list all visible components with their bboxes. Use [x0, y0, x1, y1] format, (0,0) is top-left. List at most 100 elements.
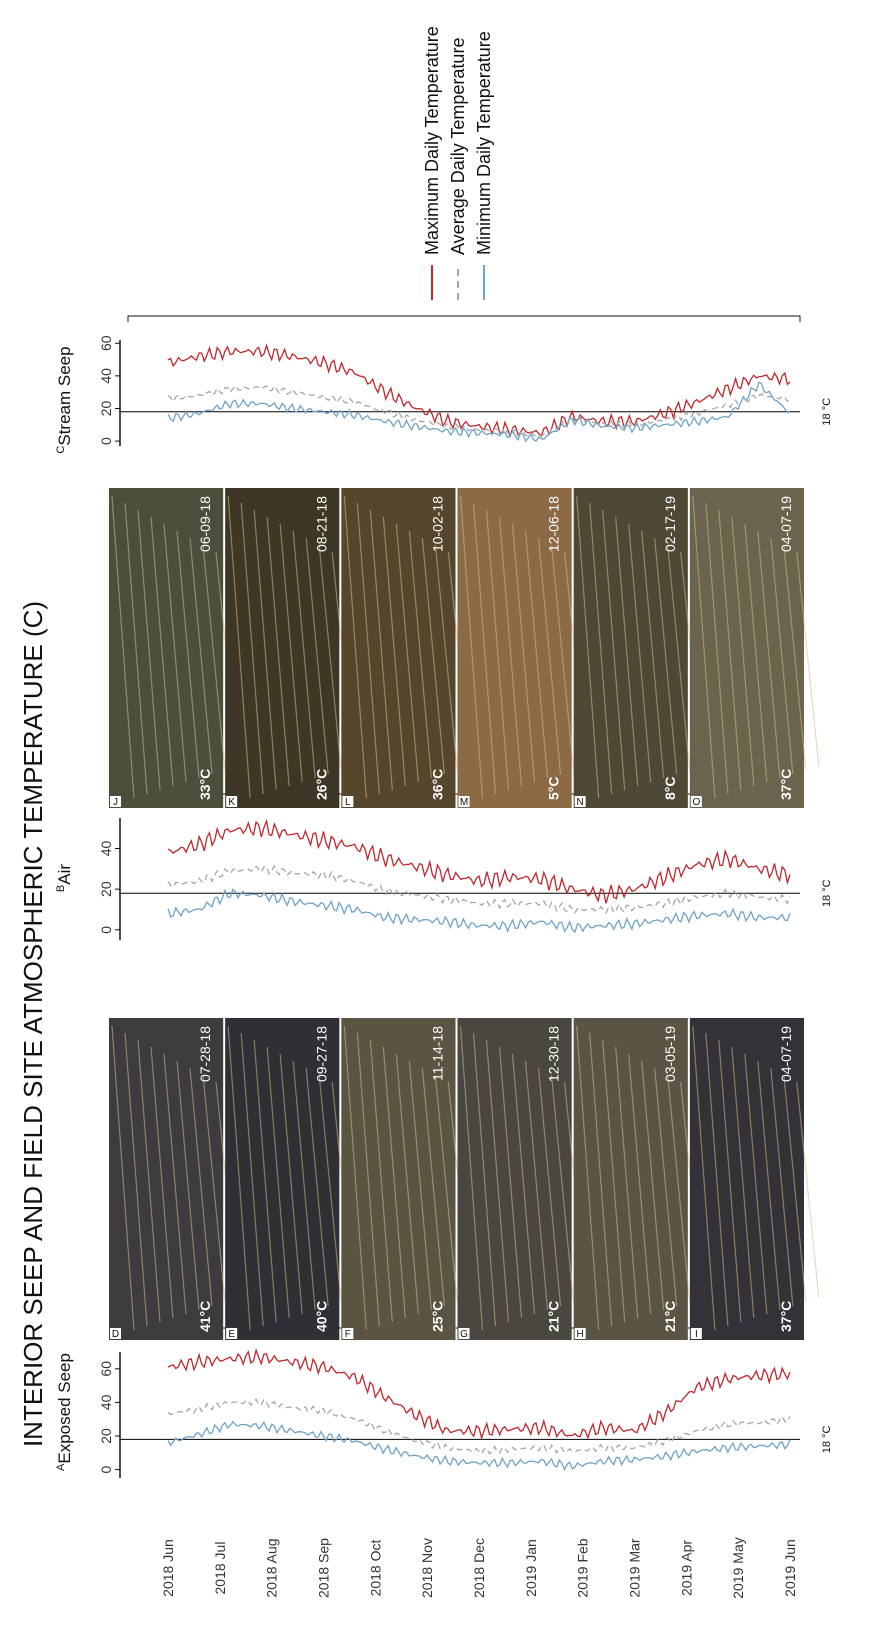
- photo-temperature: 40°C: [313, 1301, 329, 1332]
- y-tick-label: 0: [98, 926, 114, 934]
- panel-c-chart: 0 20 40 60 18 °C CStream Seep: [55, 315, 833, 454]
- photo-date: 12-06-18: [546, 496, 562, 552]
- photo-texture: [498, 516, 523, 787]
- photo-texture: [305, 1067, 329, 1307]
- panel-a-chart: 0 20 40 60 18 °C AExposed Seep: [55, 1327, 833, 1478]
- photo-letter: I: [695, 1329, 698, 1340]
- photo-texture: [189, 1067, 213, 1307]
- series-line-max: [167, 343, 791, 439]
- photo-texture: [305, 537, 329, 775]
- y-tick-label: 40: [98, 841, 114, 857]
- photo-letter-box: [690, 796, 702, 807]
- panel-title: AExposed Seep: [55, 1353, 74, 1471]
- photo-temperature: 25°C: [430, 1301, 446, 1332]
- series-line-max: [167, 1347, 791, 1441]
- photo-date: 06-09-18: [197, 496, 213, 552]
- photo-texture: [692, 1025, 716, 1331]
- photo-texture: [137, 509, 161, 791]
- photo-texture: [459, 495, 484, 799]
- photo-texture: [524, 530, 549, 779]
- photo-texture: [692, 495, 716, 799]
- photo-letter: E: [228, 1329, 235, 1340]
- photo-texture: [356, 1032, 380, 1327]
- photo-exposed-h: H 03-05-19 21°C: [573, 1018, 704, 1340]
- photo-texture: [641, 530, 665, 779]
- photo-texture: [395, 1053, 419, 1315]
- photo-stream-k: K 08-21-18 26°C: [225, 488, 355, 808]
- photo-texture: [705, 502, 729, 795]
- photo-letter: K: [228, 797, 235, 808]
- photo-texture: [615, 516, 639, 787]
- photo-exposed-f: F 11-14-18 25°C: [341, 1018, 471, 1340]
- photo-texture: [176, 530, 200, 779]
- panel-b-chart: 0 20 40 18 °C BAir: [55, 793, 833, 940]
- photo-texture: [576, 495, 600, 799]
- panel-letter: A: [55, 1463, 67, 1471]
- photo-date: 12-30-18: [546, 1026, 562, 1082]
- month-label: 2019 Feb: [575, 1538, 591, 1597]
- y-tick-label: 60: [98, 335, 114, 351]
- photo-texture: [150, 516, 174, 787]
- photo-texture: [279, 1053, 303, 1315]
- photo-texture: [654, 537, 678, 775]
- photo-texture: [667, 544, 691, 771]
- photo-texture: [744, 523, 768, 783]
- photo-letter: M: [460, 797, 468, 808]
- photo-date: 11-14-18: [430, 1026, 446, 1081]
- month-label: 2018 Jun: [160, 1539, 176, 1597]
- photo-texture: [318, 544, 342, 771]
- photo-letter-box: [110, 1328, 121, 1339]
- panel-title-text: Exposed Seep: [55, 1353, 74, 1464]
- photo-texture: [731, 516, 755, 787]
- photo-texture: [227, 495, 251, 799]
- y-tick-label: 40: [98, 368, 114, 384]
- photo-texture: [240, 1032, 264, 1327]
- photo-stream-l: L 10-02-18 36°C: [341, 488, 471, 808]
- photo-letter-box: [458, 1328, 470, 1339]
- photo-date: 07-28-18: [197, 1026, 213, 1082]
- photo-texture: [382, 1046, 406, 1319]
- photo-texture: [705, 1032, 729, 1327]
- photo-letter: F: [345, 1329, 351, 1340]
- photo-texture: [537, 1067, 562, 1307]
- legend-label: Minimum Daily Temperature: [474, 31, 494, 255]
- photo-texture: [485, 1039, 510, 1323]
- photo-texture: [744, 1053, 768, 1315]
- photo-stream-m: M 12-06-18 5°C: [457, 488, 588, 808]
- photo-letter-box: [226, 1328, 238, 1339]
- photo-texture: [266, 516, 290, 787]
- month-label: 2018 Dec: [471, 1538, 487, 1598]
- photo-letter: D: [112, 1329, 119, 1340]
- photo-temperature: 36°C: [430, 769, 446, 800]
- legend-label: Average Daily Temperature: [448, 38, 468, 255]
- photo-texture: [408, 530, 432, 779]
- month-label: 2018 Sep: [316, 1538, 332, 1598]
- photo-texture: [163, 523, 187, 783]
- photo-letter: O: [692, 797, 700, 808]
- month-label: 2019 May: [730, 1537, 746, 1598]
- photo-texture: [124, 1032, 148, 1327]
- photo-texture: [602, 1039, 626, 1323]
- month-label: 2018 Nov: [419, 1538, 435, 1598]
- legend-item: Minimum Daily Temperature: [474, 31, 494, 300]
- photo-texture: [550, 544, 575, 771]
- y-tick-label: 20: [98, 881, 114, 897]
- photo-texture: [589, 502, 613, 795]
- photo-texture: [783, 1074, 807, 1303]
- reference-label: 18 °C: [821, 1425, 833, 1453]
- photo-texture: [227, 1025, 251, 1331]
- photo-temperature: 26°C: [313, 769, 329, 800]
- panel-title-text: Air: [55, 864, 74, 885]
- photo-texture: [770, 1067, 794, 1307]
- photo-texture: [202, 1074, 226, 1303]
- photo-texture: [369, 1039, 393, 1323]
- photo-texture: [641, 1060, 665, 1311]
- photo-texture: [292, 530, 316, 779]
- month-label: 2018 Jul: [212, 1542, 228, 1595]
- photo-texture: [395, 523, 419, 783]
- photo-letter-box: [574, 1328, 586, 1339]
- panel-letter: C: [55, 446, 67, 454]
- photo-texture: [796, 551, 820, 767]
- photo-texture: [408, 1060, 432, 1311]
- month-label: 2018 Oct: [367, 1539, 383, 1596]
